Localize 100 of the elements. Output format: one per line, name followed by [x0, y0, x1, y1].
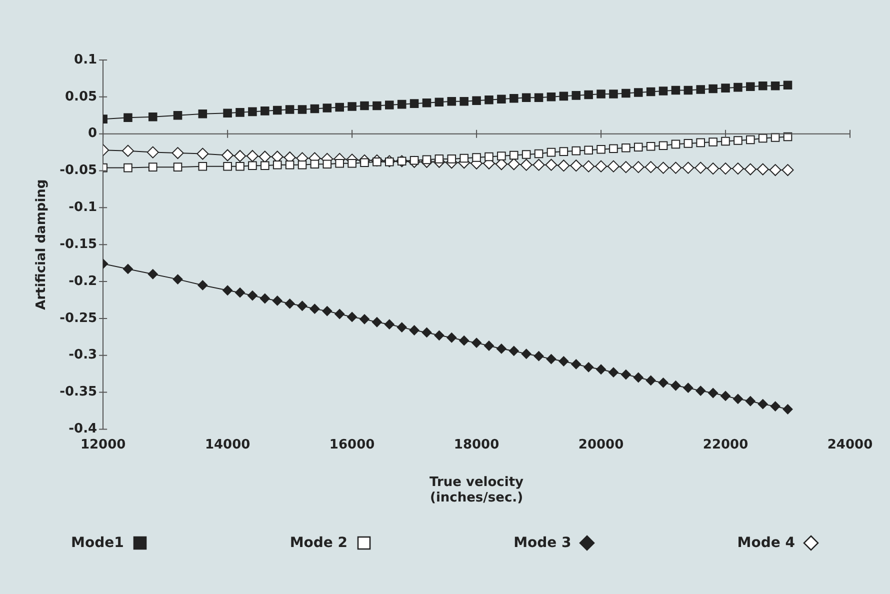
point: [472, 338, 482, 348]
point: [734, 82, 742, 92]
point: [720, 390, 731, 401]
point: [522, 150, 531, 159]
point: [272, 160, 282, 170]
x-tick-label: 12000: [80, 437, 126, 452]
point: [148, 162, 158, 172]
point: [509, 94, 518, 103]
point: [622, 143, 630, 152]
point: [497, 152, 506, 160]
legend-label: Mode1: [71, 535, 124, 551]
point: [247, 290, 258, 301]
point: [222, 285, 233, 296]
point: [584, 90, 593, 100]
point: [534, 351, 544, 362]
point: [124, 113, 132, 122]
point: [272, 296, 282, 306]
point: [348, 102, 356, 111]
point: [334, 309, 345, 320]
point: [472, 153, 481, 162]
point: [508, 346, 519, 356]
y-axis-title: Artificial damping: [34, 179, 50, 310]
point: [260, 106, 270, 116]
point: [297, 300, 308, 311]
point: [622, 88, 630, 98]
point: [122, 144, 134, 157]
point: [720, 162, 732, 175]
point: [658, 378, 668, 388]
point: [284, 298, 295, 309]
point: [721, 84, 730, 92]
point: [223, 162, 232, 171]
y-tick-label: -0.2: [68, 274, 98, 289]
point: [360, 101, 369, 110]
point: [348, 158, 356, 168]
point: [521, 348, 532, 359]
x-axis-title: True velocity (inches/sec.): [430, 474, 524, 506]
point: [746, 82, 755, 91]
legend-label: Mode 2: [290, 535, 348, 551]
point: [671, 140, 680, 149]
point: [236, 162, 244, 171]
point: [658, 141, 668, 150]
point: [285, 160, 294, 170]
point: [360, 158, 369, 168]
point: [122, 264, 133, 274]
point: [682, 162, 694, 174]
point: [734, 136, 742, 145]
point: [248, 107, 257, 116]
point: [620, 370, 631, 380]
point: [198, 280, 208, 290]
point: [584, 362, 594, 372]
point: [173, 110, 182, 120]
point: [633, 372, 644, 383]
point: [670, 380, 681, 391]
point: [546, 354, 556, 364]
point: [534, 93, 544, 102]
point: [522, 93, 531, 102]
point: [173, 162, 182, 172]
y-tick-label: -0.1: [68, 200, 98, 216]
point: [708, 138, 718, 146]
point: [484, 152, 494, 162]
point: [172, 147, 184, 160]
point: [607, 160, 620, 172]
point: [620, 161, 632, 174]
point: [372, 101, 382, 110]
point: [657, 162, 670, 174]
point: [558, 356, 569, 366]
point: [559, 92, 568, 101]
point: [172, 274, 183, 284]
point: [595, 160, 608, 172]
point: [646, 142, 656, 151]
point: [758, 399, 768, 410]
point: [671, 86, 680, 95]
point: [234, 150, 246, 162]
point: [758, 81, 768, 90]
point: [335, 102, 344, 112]
point: [708, 84, 718, 94]
point: [609, 144, 618, 153]
point: [347, 312, 358, 322]
point: [634, 142, 643, 152]
point: [646, 87, 656, 96]
point: [559, 147, 568, 156]
point: [447, 154, 456, 164]
point: [520, 158, 532, 171]
point: [732, 162, 744, 175]
y-tick-label: 0.05: [64, 89, 98, 104]
point: [298, 105, 307, 114]
point: [570, 160, 582, 172]
point: [683, 382, 694, 393]
point: [732, 394, 743, 404]
point: [359, 314, 370, 324]
point: [484, 95, 494, 104]
point: [696, 386, 706, 396]
legend-label: Mode 4: [737, 535, 795, 551]
point: [260, 161, 270, 170]
y-tick-label: -0.35: [60, 384, 98, 400]
point: [508, 158, 520, 170]
point: [584, 146, 593, 154]
x-tick-label: 24000: [827, 437, 873, 452]
point: [644, 161, 657, 174]
point: [746, 135, 755, 144]
